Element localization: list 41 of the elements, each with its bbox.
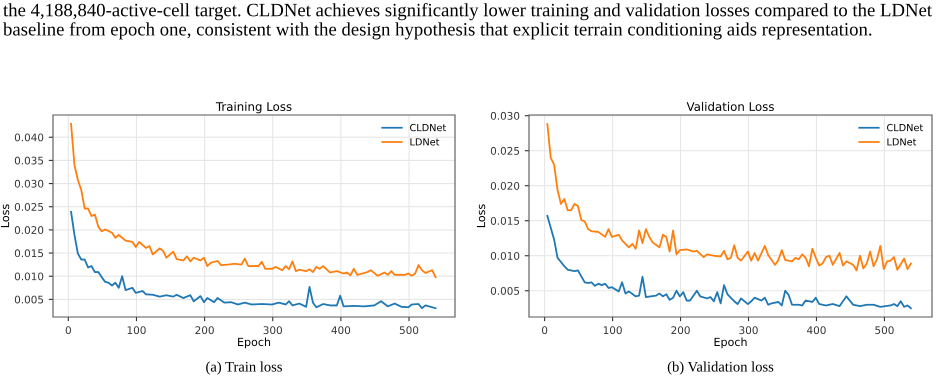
x-tick-label: 200 <box>195 326 214 334</box>
legend-label: CLDNet <box>410 124 446 132</box>
y-tick-label: 0.020 <box>14 226 44 234</box>
y-tick-label: 0.005 <box>490 286 520 295</box>
x-tick-label: 400 <box>807 326 826 334</box>
legend-label: LDNet <box>887 138 916 146</box>
legend-label: CLDNet <box>887 124 924 132</box>
y-tick-label: 0.030 <box>490 112 520 120</box>
x-axis-title: Epoch <box>238 338 270 348</box>
x-tick-label: 400 <box>331 326 350 334</box>
text: (b) Validation loss <box>668 361 774 375</box>
x-tick-label: 100 <box>128 326 146 334</box>
x-tick-label: 200 <box>671 326 690 334</box>
y-tick-label: 0.025 <box>490 146 520 155</box>
y-tick-label: 0.030 <box>14 180 44 188</box>
y-tick-label: 0.010 <box>490 252 520 260</box>
y-tick-label: 0.020 <box>490 182 520 190</box>
x-axis-title: Epoch <box>714 338 747 348</box>
x-tick-label: 500 <box>875 326 894 334</box>
chart-title: Training Loss <box>216 102 292 114</box>
line-series <box>70 210 436 310</box>
y-tick-label: 0.005 <box>14 296 44 304</box>
y-tick-label: 0.015 <box>490 216 520 225</box>
x-tick-label: 0 <box>66 326 71 334</box>
y-axis-title: Loss <box>0 204 10 228</box>
line-series <box>546 214 912 310</box>
y-tick-label: 0.040 <box>14 133 44 142</box>
y-tick-label: 0.035 <box>14 156 44 165</box>
x-tick-label: 300 <box>264 326 282 334</box>
x-tick-label: 100 <box>604 326 622 334</box>
y-tick-label: 0.015 <box>14 249 44 258</box>
y-tick-label: 0.025 <box>14 202 44 211</box>
text: (a) Train loss <box>206 361 282 375</box>
y-tick-label: 0.010 <box>14 272 44 280</box>
x-tick-label: 0 <box>542 326 548 334</box>
x-tick-label: 500 <box>400 326 418 334</box>
chart-title: Validation Loss <box>686 102 774 111</box>
y-axis-title: Loss <box>476 204 486 228</box>
text: the 4,188,840-active-cell target. CLDNet achieves significantly lower training and validation losses compared to the LDNet baseline from epoch one, consistent with the design hypothesis that explicit terrain conditioning aids representation. <box>3 3 932 40</box>
legend-label: LDNet <box>410 138 440 146</box>
x-tick-label: 300 <box>739 326 758 334</box>
